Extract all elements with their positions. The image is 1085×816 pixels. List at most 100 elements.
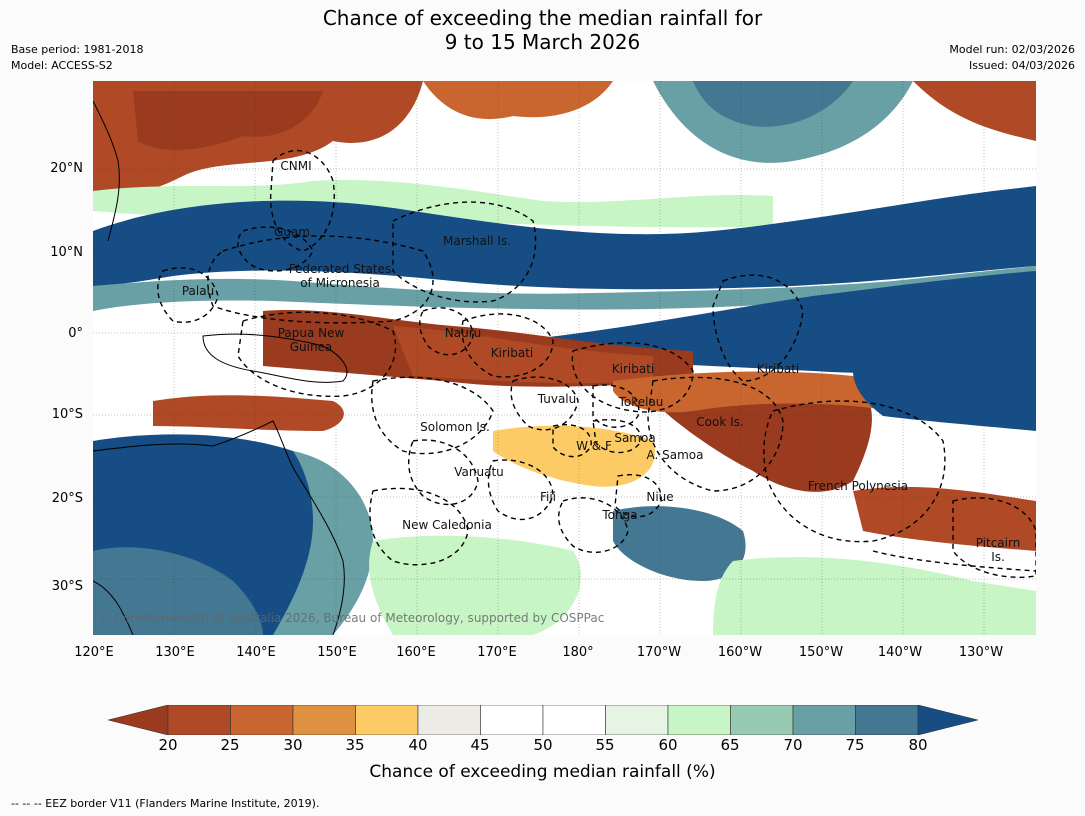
eez-frpoly (763, 400, 946, 543)
colorbar-tick-65: 65 (720, 736, 740, 754)
lat-label-20s: 20°S (51, 491, 83, 506)
label-kiribati-central: Kiribati (611, 362, 655, 376)
colorbar-bin-45-50 (480, 705, 544, 735)
colorbar-tick-30: 30 (283, 736, 303, 754)
eez-newcal (369, 487, 469, 566)
copyright-notice: © Commonwealth of Australia 2026, Bureau… (99, 611, 605, 625)
colorbar-bin-55-60 (605, 705, 669, 735)
lon-label-150w: 150°W (798, 645, 844, 660)
colorbar-bin-70-75 (792, 705, 856, 735)
lon-label-160e: 160°E (396, 645, 436, 660)
issued-date: Issued: 04/03/2026 (968, 59, 1075, 72)
eez-fsm (207, 235, 434, 324)
lat-label-30s: 30°S (51, 579, 83, 594)
label-kiribati-east: Kiribati (756, 362, 800, 376)
lon-label-140w: 140°W (877, 645, 923, 660)
new-guinea-coast (202, 333, 348, 383)
label-png: Papua New Guinea (277, 326, 345, 354)
lat-label-10s: 10°S (51, 407, 83, 422)
colorbar-tick-55: 55 (595, 736, 615, 754)
label-marshall: Marshall Is. (443, 234, 511, 248)
field-teal-sw (93, 547, 263, 635)
lat-label-20n: 20°N (50, 161, 83, 176)
colorbar-tick-40: 40 (408, 736, 428, 754)
label-tokelau: Tokelau (618, 395, 664, 409)
field-blue-equator-east (513, 271, 1036, 374)
eez-png (237, 311, 397, 398)
field-darkblue-n (693, 81, 853, 127)
label-guam: Guam (274, 225, 310, 239)
lon-label-120e: 120°E (74, 645, 114, 660)
lon-label-170w: 170°W (636, 645, 682, 660)
field-brown-ne (913, 81, 1036, 141)
label-tuvalu: Tuvalu (537, 392, 577, 406)
eez-cook (647, 376, 784, 492)
label-american-samoa: A. Samoa (646, 448, 704, 462)
new-zealand-coast (93, 580, 134, 635)
title-line-1: Chance of exceeding the median rainfall … (322, 6, 763, 30)
eez-samoa (592, 419, 642, 454)
field-brown-wsouth (153, 395, 344, 431)
colorbar (108, 705, 978, 735)
lon-label-150e: 150°E (317, 645, 357, 660)
lon-label-170e: 170°E (477, 645, 517, 660)
field-blue-itcz (93, 186, 1036, 290)
base-period: Base period: 1981-2018 (11, 43, 144, 56)
map-title: Chance of exceeding the median rainfall … (0, 6, 1085, 54)
label-fiji: Fiji (539, 490, 557, 504)
colorbar-tick-35: 35 (345, 736, 365, 754)
label-fsm: Federated States of Micronesia (288, 262, 392, 290)
eez-tokelau (592, 384, 640, 428)
field-blue-east-south (853, 356, 1036, 431)
field-brown-equator-2 (393, 326, 653, 384)
coastlines (93, 100, 348, 635)
lat-label-10n: 10°N (50, 245, 83, 260)
eez-vanuatu (407, 439, 479, 506)
eez-footer-note: -- -- -- EEZ border V11 (Flanders Marine… (11, 797, 320, 810)
field-green-south (369, 535, 581, 635)
graticule (93, 81, 1036, 635)
colorbar-label: Chance of exceeding median rainfall (%) (369, 762, 716, 782)
field-darkbrown-nw (133, 91, 323, 151)
eez-fiji (487, 459, 554, 521)
eez-guam (237, 226, 314, 272)
label-niue: Niue (646, 490, 674, 504)
eez-kiribati-w (461, 313, 554, 378)
colorbar-tick-50: 50 (533, 736, 553, 754)
colorbar-bin-40-45 (417, 705, 481, 735)
colorbar-bin-75-80 (855, 705, 919, 735)
colorbar-tick-75: 75 (845, 736, 865, 754)
field-orange-cook-rim (613, 371, 893, 413)
lon-label-180: 180° (562, 645, 594, 660)
field-brown-southeast (853, 486, 1036, 551)
header-right: Model run: 02/03/2026 Issued: 04/03/2026 (949, 42, 1075, 74)
label-palau: Palau (181, 284, 215, 298)
lon-label-160w: 160°W (717, 645, 763, 660)
colorbar-tick-70: 70 (783, 736, 803, 754)
philippines-coast (93, 100, 120, 242)
label-nauru: Nauru (444, 326, 482, 340)
label-pitcairn: Pitcairn Is. (975, 536, 1021, 564)
field-orange-n (423, 81, 613, 120)
colorbar-tick-45: 45 (470, 736, 490, 754)
colorbar-tick-80: 80 (908, 736, 928, 754)
colorbar-arrow-low (108, 705, 169, 735)
colorbar-bin-25-30 (230, 705, 294, 735)
model-run: Model run: 02/03/2026 (949, 43, 1075, 56)
label-wf: W & F (576, 439, 612, 453)
field-green-southeast (713, 557, 1036, 635)
colorbar-bin-30-35 (292, 705, 356, 735)
colorbar-arrow-high (917, 705, 978, 735)
colorbar-bin-65-70 (730, 705, 794, 735)
field-blue-south-central (613, 506, 746, 581)
colorbar-bin-20-25 (167, 705, 231, 735)
field-yellow-south (493, 425, 655, 487)
label-solomon: Solomon Is. (420, 420, 490, 434)
label-french-polynesia: French Polynesia (807, 479, 909, 493)
colorbar-tick-25: 25 (220, 736, 240, 754)
eez-solomon (371, 376, 494, 455)
rainfall-map: CNMI Guam Marshall Is. Federated States … (93, 81, 1036, 635)
label-samoa: Samoa (614, 431, 656, 445)
colorbar-tick-20: 20 (158, 736, 178, 754)
model-name: Model: ACCESS-S2 (11, 59, 113, 72)
